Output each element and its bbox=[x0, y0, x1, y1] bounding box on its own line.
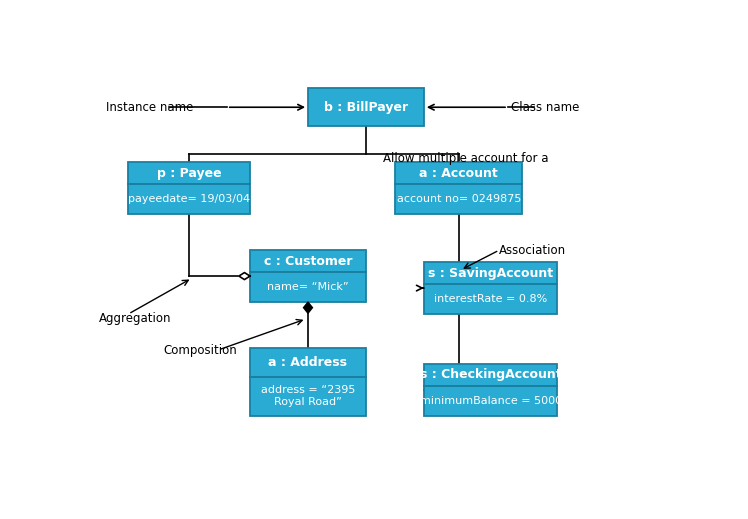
Text: Allow multiple account for a: Allow multiple account for a bbox=[383, 152, 549, 165]
FancyBboxPatch shape bbox=[424, 364, 557, 386]
Text: a : Address: a : Address bbox=[269, 356, 348, 369]
Text: c : Customer: c : Customer bbox=[264, 254, 352, 267]
Text: b : BillPayer: b : BillPayer bbox=[324, 101, 408, 114]
Text: account no= 0249875: account no= 0249875 bbox=[396, 194, 521, 204]
Text: payeedate= 19/03/04: payeedate= 19/03/04 bbox=[128, 194, 251, 204]
FancyBboxPatch shape bbox=[424, 386, 557, 416]
FancyBboxPatch shape bbox=[250, 250, 366, 272]
Text: a : Account: a : Account bbox=[420, 167, 498, 180]
Text: Composition: Composition bbox=[163, 344, 237, 357]
Text: p : Payee: p : Payee bbox=[157, 167, 221, 180]
FancyBboxPatch shape bbox=[424, 284, 557, 314]
Text: Instance name: Instance name bbox=[106, 101, 194, 114]
FancyBboxPatch shape bbox=[129, 184, 250, 214]
FancyBboxPatch shape bbox=[395, 184, 522, 214]
FancyBboxPatch shape bbox=[250, 377, 366, 416]
Text: s : CheckingAccount: s : CheckingAccount bbox=[420, 368, 562, 381]
FancyBboxPatch shape bbox=[129, 162, 250, 184]
Text: s : SavingAccount: s : SavingAccount bbox=[428, 266, 554, 280]
FancyBboxPatch shape bbox=[308, 88, 424, 126]
Text: Association: Association bbox=[500, 243, 566, 256]
FancyBboxPatch shape bbox=[250, 272, 366, 302]
Text: interestRate = 0.8%: interestRate = 0.8% bbox=[434, 294, 548, 304]
Text: address = “2395
Royal Road”: address = “2395 Royal Road” bbox=[261, 386, 355, 407]
FancyBboxPatch shape bbox=[250, 348, 366, 377]
Text: name= “Mick”: name= “Mick” bbox=[267, 282, 349, 292]
Polygon shape bbox=[239, 272, 250, 280]
Polygon shape bbox=[304, 302, 313, 313]
FancyBboxPatch shape bbox=[395, 162, 522, 184]
Text: Class name: Class name bbox=[511, 101, 579, 114]
FancyBboxPatch shape bbox=[424, 262, 557, 284]
Text: minimumBalance = 5000: minimumBalance = 5000 bbox=[420, 396, 562, 406]
Text: Aggregation: Aggregation bbox=[99, 311, 172, 324]
